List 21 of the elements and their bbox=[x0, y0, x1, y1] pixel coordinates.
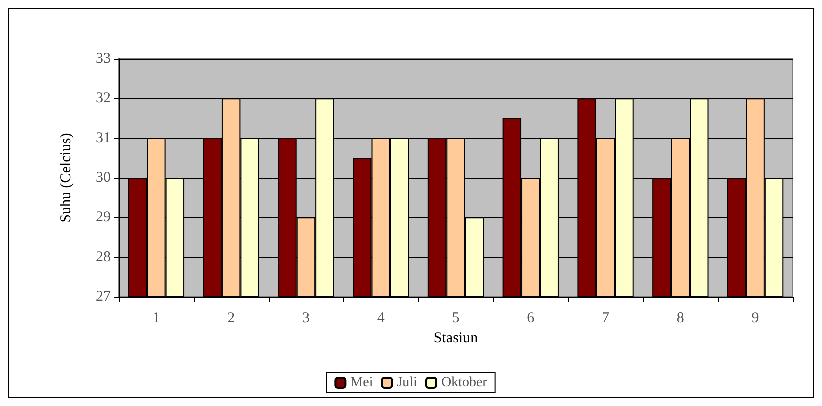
x-axis-title: Stasiun bbox=[434, 330, 479, 346]
x-tick-label: 8 bbox=[676, 310, 684, 326]
x-tick-label: 9 bbox=[752, 310, 760, 326]
y-tick-label: 33 bbox=[96, 51, 111, 67]
x-tick-label: 4 bbox=[377, 310, 386, 326]
y-tick-label: 31 bbox=[96, 130, 111, 146]
y-tick-label: 29 bbox=[96, 210, 111, 226]
legend-label: Oktober bbox=[441, 376, 488, 390]
y-tick-label: 28 bbox=[96, 249, 111, 266]
y-axis-title: Suhu (Celcius) bbox=[58, 133, 74, 223]
x-tick-label: 5 bbox=[452, 310, 460, 326]
x-tick-label: 1 bbox=[152, 310, 160, 326]
x-tick-label: 2 bbox=[228, 310, 236, 326]
legend-label: Juli bbox=[397, 376, 418, 390]
x-tick-label: 7 bbox=[602, 310, 610, 326]
x-tick-label: 3 bbox=[302, 310, 310, 326]
y-tick-label: 32 bbox=[96, 90, 111, 107]
y-tick-label: 27 bbox=[96, 289, 112, 305]
y-tick-label: 30 bbox=[96, 170, 111, 186]
x-tick-label: 6 bbox=[527, 310, 536, 326]
legend-label: Mei bbox=[350, 376, 374, 390]
